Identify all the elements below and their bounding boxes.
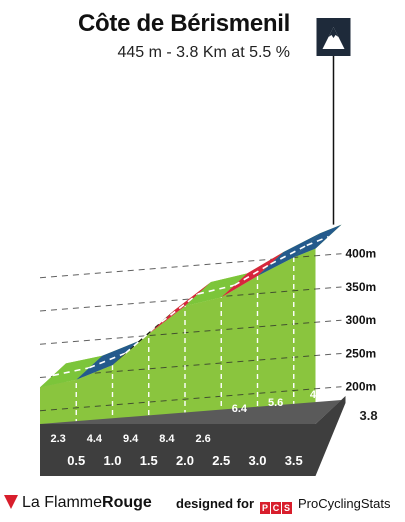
gradient-ribbon [40, 224, 342, 388]
gradient-label: 6.4 [232, 403, 248, 415]
ribbon-centerline [233, 263, 271, 287]
mountain-snowcap [328, 27, 339, 38]
distance-base-strip [40, 396, 346, 476]
km-label: 2.0 [176, 453, 194, 468]
km-label: 3.0 [248, 453, 266, 468]
distance-base-top [40, 400, 342, 424]
km-label: 2.5 [212, 453, 230, 468]
elevation-tick-label: 350m [346, 280, 377, 294]
pcs-letter-p: P [260, 502, 270, 514]
km-label: 1.5 [140, 453, 158, 468]
km-label: 0.5 [67, 453, 85, 468]
gradient-segment [257, 233, 320, 277]
pcs-name: ProCyclingStats [298, 496, 391, 511]
gradient-segment [185, 273, 248, 306]
flame-logo-icon [4, 495, 18, 509]
gradient-label: 5.6 [268, 397, 283, 409]
gradient-label: 4.4 [87, 433, 103, 445]
pcs-letter-c: C [271, 502, 281, 514]
km-marker-lines [75, 257, 295, 424]
gradient-label: 2.6 [195, 433, 210, 445]
gradient-label: 4.4 [310, 389, 326, 401]
profile-front-face [40, 248, 316, 424]
km-label: 3.5 [285, 453, 303, 468]
end-distance-label: 3.8 [360, 408, 378, 423]
elevation-tick-label: 400m [346, 247, 377, 261]
brand-name-part-1: La Flamme [22, 494, 103, 511]
gradient-label: 2.3 [50, 433, 65, 445]
ribbon-centerline [124, 321, 163, 354]
km-label: 1.0 [103, 453, 121, 468]
page-title: Côte de Bérismenil [78, 10, 290, 37]
ribbon-centerline [270, 244, 308, 265]
ribbon-centerline [306, 235, 329, 247]
pcs-letter-s: S [282, 502, 292, 514]
climb-stats: 445 m - 3.8 Km at 5.5 % [117, 44, 290, 61]
elevation-tick-label: 200m [346, 380, 377, 394]
summit-marker [316, 18, 351, 225]
elevation-tick-label: 300m [346, 313, 377, 327]
gradient-segment [40, 355, 103, 388]
designed-for-label: designed for [176, 496, 255, 511]
chart-labels: 0.5 1.0 1.5 2.0 2.5 3.0 3.5 3.8 2.3 4.4 9.4 8.4 2.6 6… [50, 247, 377, 468]
gradient-label: 8.4 [159, 433, 175, 445]
brand-name-part-2: Rouge [102, 494, 152, 511]
brand-logo: La FlammeRouge [4, 494, 152, 512]
ribbon-centerline [161, 293, 199, 323]
gradient-label: 9.4 [123, 433, 139, 445]
elevation-tick-label: 250m [346, 346, 377, 360]
distance-base [40, 396, 346, 476]
gradient-segment [76, 341, 139, 380]
gradient-segment [221, 252, 284, 298]
